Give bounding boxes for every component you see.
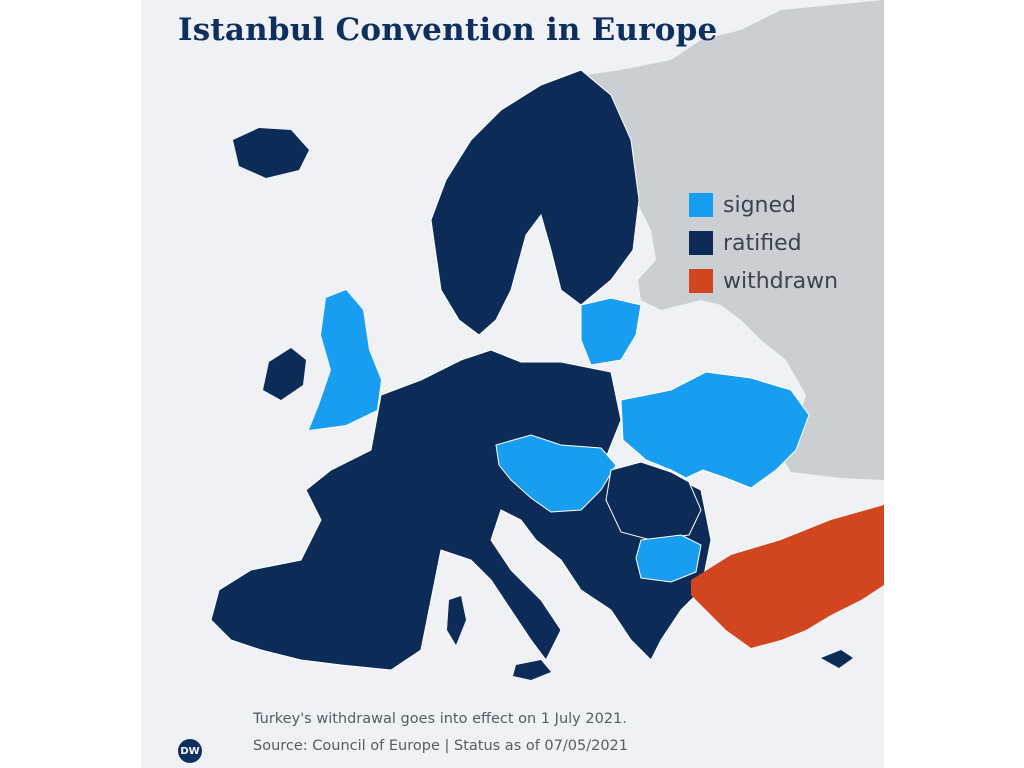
legend-item-withdrawn: withdrawn [689,262,838,300]
dw-logo: DW [178,739,202,763]
legend-label-ratified: ratified [723,230,802,256]
region-ukraine-moldova [620,371,810,489]
source-line: Source: Council of Europe | Status as of… [253,738,629,754]
europe-map [210,0,884,680]
region-ireland [263,348,306,400]
footnote: Turkey's withdrawal goes into effect on … [253,711,627,727]
region-central-signed [495,434,617,513]
region-russia-east [586,0,884,480]
legend-label-signed: signed [723,192,796,218]
region-sardinia [447,596,466,645]
region-sicily [513,660,551,680]
legend: signed ratified withdrawn [689,186,838,300]
region-scandinavia [430,69,640,336]
region-uk [309,290,381,430]
region-bulgaria [635,534,702,583]
legend-item-ratified: ratified [689,224,838,262]
legend-swatch-signed [689,193,713,217]
legend-item-signed: signed [689,186,838,224]
region-baltics [580,297,642,366]
region-romania [605,461,702,541]
map-frame: Istanbul Convention in Europe signed rat… [141,0,884,768]
region-cyprus [821,650,853,668]
legend-swatch-withdrawn [689,269,713,293]
region-iceland [233,128,309,178]
legend-label-withdrawn: withdrawn [723,268,839,294]
map-title: Istanbul Convention in Europe [178,12,718,48]
region-turkey [691,505,884,648]
legend-swatch-ratified [689,231,713,255]
